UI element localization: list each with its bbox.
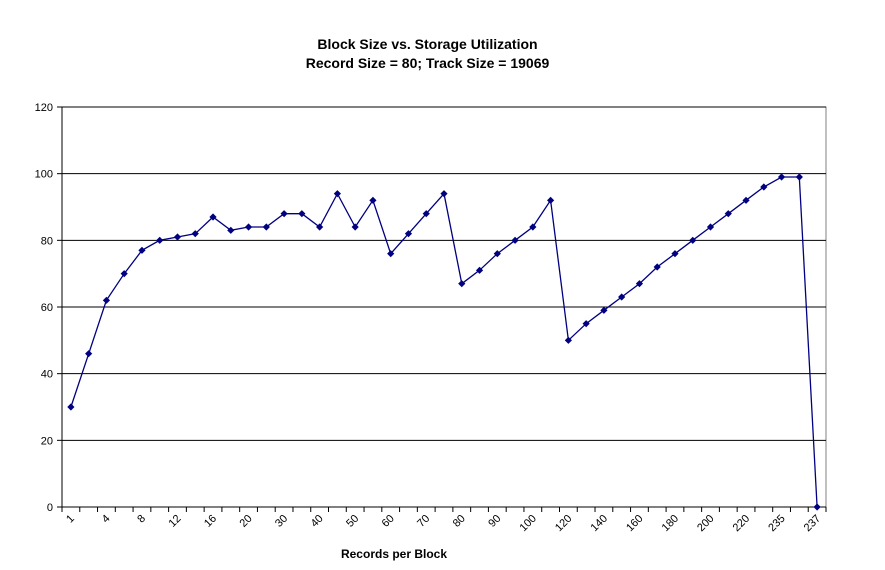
x-tick-label: 12 — [166, 513, 183, 530]
x-tick-label: 180 — [660, 513, 681, 534]
data-point — [404, 230, 413, 238]
x-tick-label: 20 — [238, 513, 255, 530]
data-point — [244, 223, 253, 231]
data-point — [653, 263, 661, 271]
x-tick-label: 90 — [486, 513, 503, 530]
x-tick-label: 237 — [802, 513, 823, 534]
data-point — [582, 320, 590, 328]
x-tick-label: 100 — [517, 513, 538, 534]
data-point — [369, 196, 377, 204]
y-tick-label: 60 — [41, 302, 53, 314]
data-point — [529, 223, 537, 231]
data-point — [262, 223, 270, 231]
data-point — [316, 223, 324, 231]
data-point — [333, 190, 341, 198]
x-tick-label: 235 — [766, 513, 787, 534]
data-point — [351, 223, 359, 231]
data-point — [742, 196, 750, 204]
y-tick-label: 20 — [41, 435, 53, 447]
data-point — [706, 223, 715, 231]
data-point — [227, 226, 235, 234]
x-tick-label: 120 — [553, 513, 574, 534]
chart-title: Block Size vs. Storage Utilization — [317, 36, 538, 52]
x-tick-label: 140 — [589, 513, 610, 534]
x-axis-title: Records per Block — [341, 547, 447, 561]
y-tick-label: 80 — [41, 235, 53, 247]
data-point — [671, 250, 679, 258]
data-point — [813, 503, 821, 511]
x-tick-label: 60 — [380, 513, 397, 530]
data-point — [618, 293, 626, 301]
x-tick-label: 70 — [415, 513, 432, 530]
data-point — [724, 210, 732, 218]
data-point — [387, 250, 395, 258]
data-point — [102, 296, 111, 304]
data-point — [600, 306, 608, 314]
x-tick-label: 80 — [451, 513, 468, 530]
data-point — [138, 246, 146, 254]
x-tick-label: 30 — [273, 513, 290, 530]
data-point — [440, 190, 448, 198]
x-tick-label: 40 — [309, 513, 326, 530]
data-point — [475, 266, 484, 274]
data-point — [635, 280, 644, 288]
data-point — [67, 403, 75, 411]
x-tick-label: 200 — [695, 513, 716, 534]
x-tick-label: 220 — [731, 513, 752, 534]
data-point — [493, 250, 501, 258]
data-point — [689, 236, 697, 244]
chart-subtitle: Record Size = 80; Track Size = 19069 — [305, 55, 550, 71]
x-tick-label: 16 — [202, 513, 219, 530]
y-tick-label: 120 — [35, 102, 53, 114]
data-point — [298, 210, 306, 218]
x-tick-label: 160 — [624, 513, 645, 534]
y-tick-label: 40 — [41, 369, 53, 381]
series-line — [70, 176, 818, 508]
data-point — [777, 173, 786, 181]
x-tick-label: 50 — [344, 513, 361, 530]
data-point — [85, 350, 93, 358]
data-point — [156, 236, 164, 244]
data-point — [173, 233, 182, 241]
data-point — [191, 230, 199, 238]
x-tick-label: 1 — [64, 513, 77, 526]
data-point — [760, 183, 768, 191]
data-point — [795, 173, 803, 181]
data-point — [280, 210, 288, 218]
data-point — [564, 336, 572, 344]
data-point — [422, 210, 430, 218]
data-point — [511, 236, 519, 244]
y-tick-label: 0 — [47, 502, 53, 514]
data-point — [209, 213, 217, 221]
y-tick-label: 100 — [35, 169, 53, 181]
data-point — [458, 280, 466, 288]
x-tick-label: 4 — [100, 513, 113, 526]
data-point — [120, 270, 128, 278]
x-tick-label: 8 — [135, 513, 148, 526]
data-point — [547, 196, 555, 204]
